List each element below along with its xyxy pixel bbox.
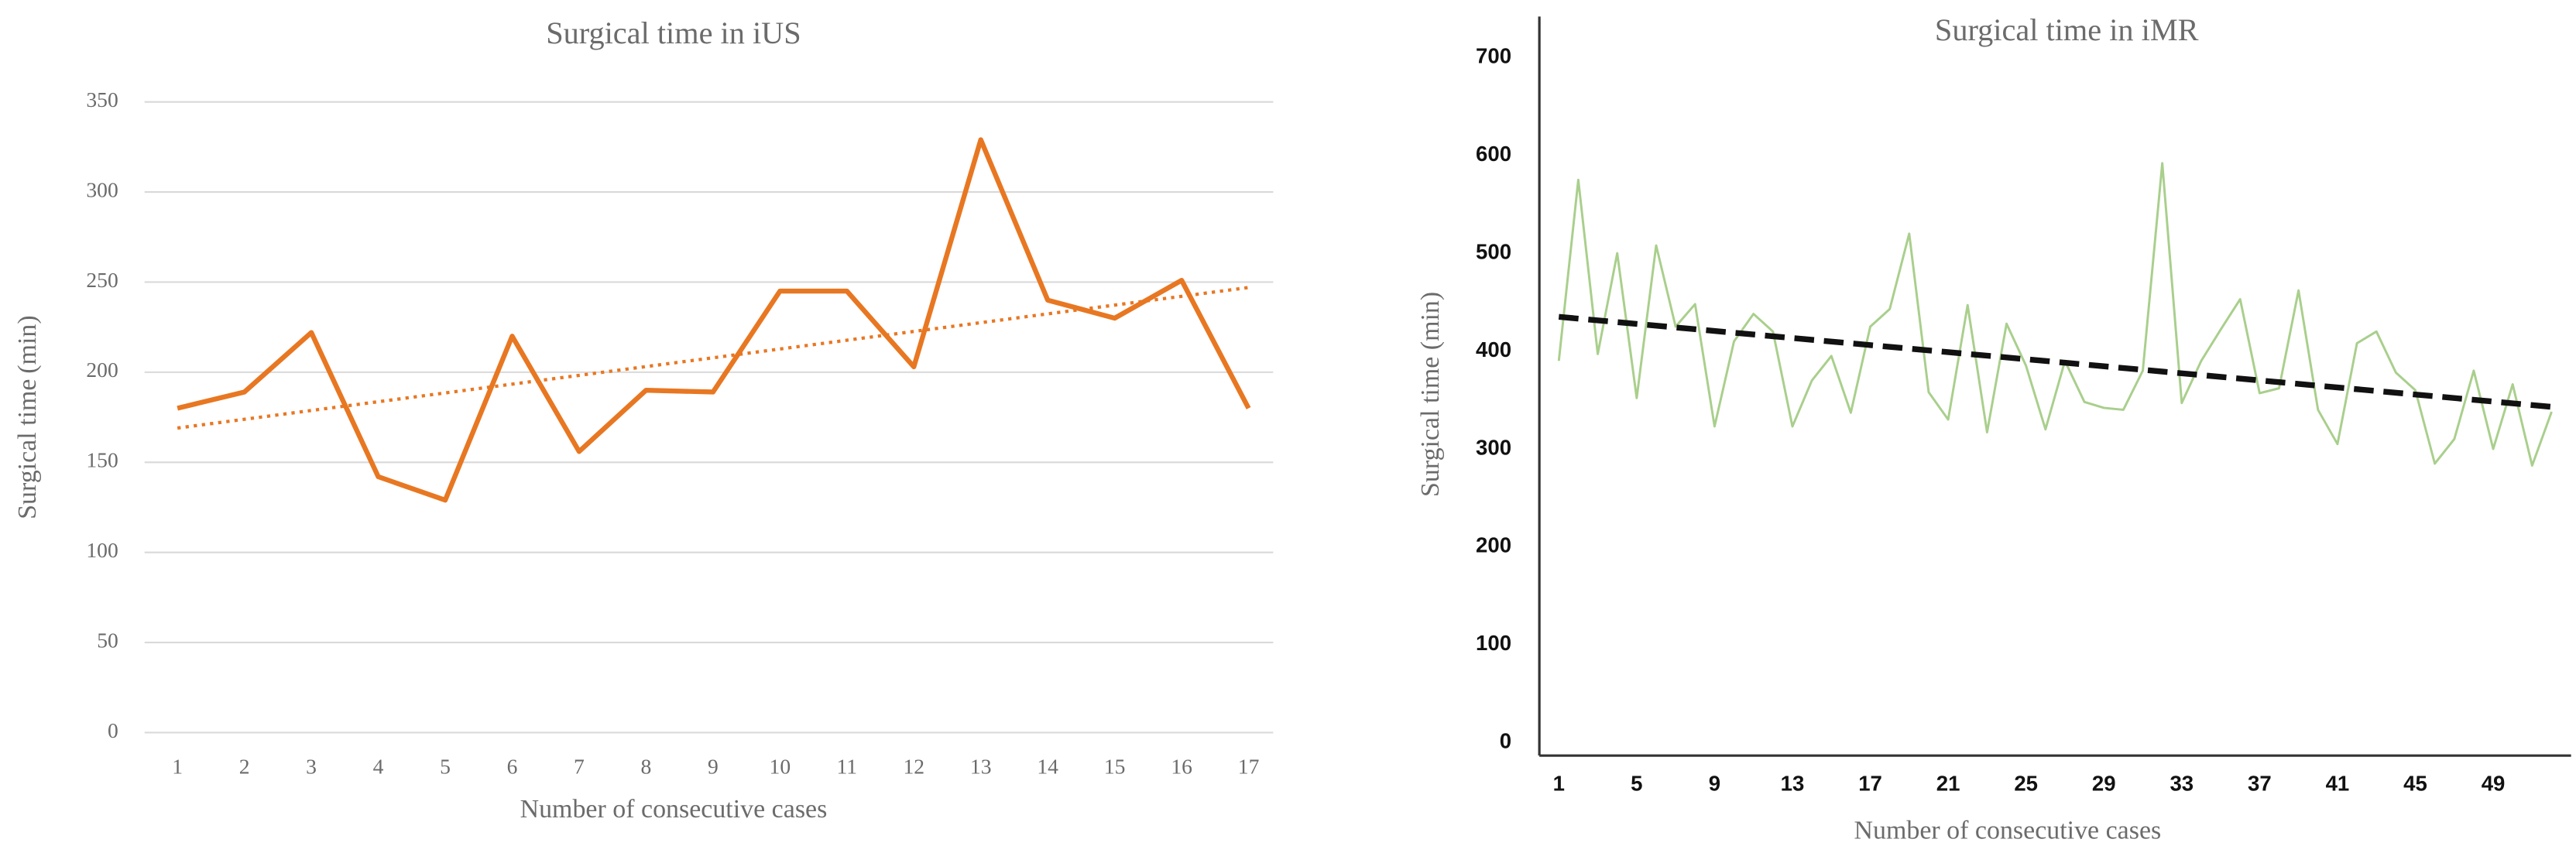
x-tick-label: 45 [2403,772,2427,796]
y-tick-label: 250 [86,268,118,292]
x-tick-label: 7 [574,754,585,778]
x-tick-label: 12 [903,754,924,778]
x-tick-label: 21 [1936,772,1960,796]
x-tick-label: 4 [373,754,384,778]
x-axis-title: Number of consecutive cases [520,795,828,824]
x-tick-label: 11 [837,754,858,778]
y-tick-label: 100 [1476,631,1511,655]
y-tick-label: 350 [86,87,118,111]
y-tick-label: 0 [1500,728,1511,752]
x-tick-label: 1 [1553,772,1565,796]
chart-title: Surgical time in iMR [1935,12,2199,47]
y-tick-label: 200 [1476,533,1511,557]
x-tick-label: 2 [239,754,250,778]
y-tick-label: 50 [97,628,118,652]
trend-line [1558,313,2552,410]
x-tick-label: 8 [641,754,652,778]
y-tick-label: 200 [86,358,118,382]
chart-title: Surgical time in iUS [546,15,801,50]
x-tick-label: 14 [1037,754,1058,778]
x-tick-label: 9 [1709,772,1720,796]
x-axis-title: Number of consecutive cases [1854,817,2161,845]
x-tick-label: 9 [708,754,719,778]
y-tick-label: 300 [1476,435,1511,459]
x-tick-label: 13 [970,754,992,778]
x-tick-label: 33 [2170,772,2194,796]
x-tick-label: 16 [1171,754,1192,778]
x-tick-label: 5 [440,754,451,778]
x-tick-label: 29 [2092,772,2116,796]
data-line [177,137,1251,503]
x-tick-label: 41 [2326,772,2350,796]
y-tick-label: 0 [108,718,118,742]
x-tick-label: 5 [1631,772,1642,796]
x-tick-label: 37 [2248,772,2272,796]
x-tick-label: 1 [172,754,183,778]
x-tick-label: 17 [1238,754,1260,778]
x-tick-label: 13 [1781,772,1805,796]
x-tick-label: 3 [306,754,317,778]
y-tick-label: 400 [1476,337,1511,361]
y-tick-label: 300 [86,177,118,201]
x-tick-label: 17 [1858,772,1882,796]
x-tick-label: 6 [507,754,518,778]
x-tick-label: 15 [1104,754,1126,778]
y-tick-label: 700 [1476,44,1511,68]
y-axis-title: Surgical time (min) [1416,292,1445,497]
data-line [1557,162,2553,467]
x-tick-label: 25 [2014,772,2038,796]
x-tick-label: 10 [770,754,791,778]
y-tick-label: 600 [1476,142,1511,166]
y-axis-title: Surgical time (min) [13,315,42,519]
x-tick-label: 49 [2482,772,2506,796]
y-tick-label: 150 [86,448,118,472]
y-tick-label: 500 [1476,239,1511,263]
y-tick-label: 100 [86,538,118,562]
